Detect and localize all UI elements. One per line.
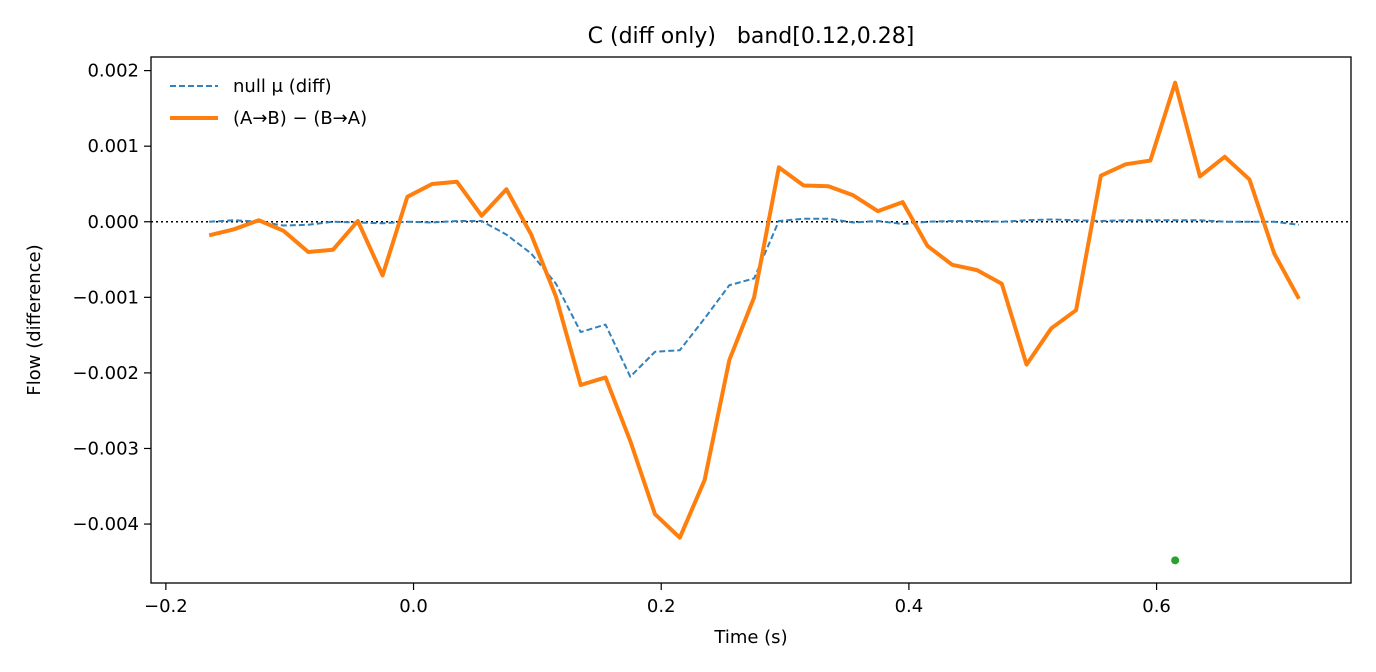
x-axis: −0.2 0.0 0.2 0.4 0.6 — [144, 583, 1171, 617]
x-axis-label: Time (s) — [713, 627, 787, 648]
y-tick-label: 0.001 — [87, 136, 139, 157]
y-tick-label: −0.004 — [72, 514, 139, 535]
x-tick-label: 0.6 — [1142, 596, 1171, 617]
legend-label-null-mean: null μ (diff) — [233, 76, 332, 97]
series-line-flow-difference — [208, 80, 1301, 540]
y-tick-label: −0.003 — [72, 438, 139, 459]
x-tick-label: 0.4 — [895, 596, 924, 617]
x-tick-label: 0.0 — [399, 596, 428, 617]
plot-frame — [150, 56, 1352, 584]
y-tick-label: −0.002 — [72, 363, 139, 384]
y-tick-label: 0.002 — [87, 61, 139, 82]
x-tick-label: −0.2 — [144, 596, 188, 617]
series-line-null-mean — [209, 217, 1300, 378]
y-tick-label: 0.000 — [87, 212, 139, 233]
legend-label-flow-difference: (A→B) − (B→A) — [233, 108, 367, 129]
marker-point — [1171, 556, 1180, 565]
x-tick-label: 0.2 — [647, 596, 676, 617]
y-axis-label: Flow (difference) — [24, 244, 45, 395]
plot-area — [151, 80, 1351, 565]
legend: null μ (diff) (A→B) − (B→A) — [170, 76, 367, 129]
y-axis: 0.002 0.001 0.000 −0.001 −0.002 −0.003 −0.004 — [72, 61, 151, 535]
y-tick-label: −0.001 — [72, 287, 139, 308]
chart-title: C (diff only) band[0.12,0.28] — [588, 24, 915, 49]
